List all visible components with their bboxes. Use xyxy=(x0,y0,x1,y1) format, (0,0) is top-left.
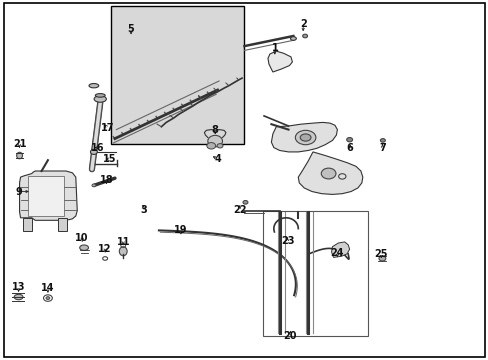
Text: 10: 10 xyxy=(75,233,89,243)
Ellipse shape xyxy=(119,247,127,256)
Text: 24: 24 xyxy=(330,248,344,258)
Ellipse shape xyxy=(300,134,310,141)
Ellipse shape xyxy=(89,84,99,88)
Ellipse shape xyxy=(243,201,247,204)
Text: 15: 15 xyxy=(103,154,117,164)
Ellipse shape xyxy=(94,96,106,102)
Text: 16: 16 xyxy=(91,143,104,153)
Ellipse shape xyxy=(14,294,23,300)
Polygon shape xyxy=(23,218,32,231)
Text: 18: 18 xyxy=(100,175,113,185)
Ellipse shape xyxy=(80,245,88,251)
Ellipse shape xyxy=(46,297,50,300)
Ellipse shape xyxy=(90,149,97,154)
Text: 7: 7 xyxy=(378,143,385,153)
Text: 8: 8 xyxy=(211,125,218,135)
Ellipse shape xyxy=(95,94,105,97)
Polygon shape xyxy=(20,171,77,220)
Polygon shape xyxy=(28,176,63,216)
Bar xyxy=(263,211,367,336)
Text: 23: 23 xyxy=(280,236,294,246)
Text: 14: 14 xyxy=(41,283,55,293)
Ellipse shape xyxy=(217,144,223,148)
Ellipse shape xyxy=(295,130,315,145)
Polygon shape xyxy=(298,152,362,194)
Text: 20: 20 xyxy=(283,330,297,341)
Polygon shape xyxy=(331,242,349,257)
Text: 11: 11 xyxy=(116,237,130,247)
Text: 2: 2 xyxy=(299,19,306,30)
Text: 4: 4 xyxy=(214,154,221,164)
Text: 9: 9 xyxy=(15,186,22,197)
Ellipse shape xyxy=(17,152,22,159)
Text: 17: 17 xyxy=(101,123,114,133)
Text: 6: 6 xyxy=(346,143,353,153)
Text: 21: 21 xyxy=(13,139,26,149)
Text: 25: 25 xyxy=(374,249,387,259)
Ellipse shape xyxy=(207,135,222,147)
Ellipse shape xyxy=(302,34,307,38)
Ellipse shape xyxy=(290,37,296,40)
Polygon shape xyxy=(267,51,292,72)
Text: 19: 19 xyxy=(174,225,187,235)
Ellipse shape xyxy=(206,143,215,149)
Text: 22: 22 xyxy=(232,204,246,215)
Ellipse shape xyxy=(92,184,96,187)
Ellipse shape xyxy=(321,168,335,179)
Ellipse shape xyxy=(346,138,352,142)
Text: 1: 1 xyxy=(271,42,278,53)
Text: 5: 5 xyxy=(127,24,134,34)
Text: 13: 13 xyxy=(12,282,25,292)
Polygon shape xyxy=(271,122,337,152)
Text: 12: 12 xyxy=(98,244,112,254)
Text: 3: 3 xyxy=(140,204,146,215)
Ellipse shape xyxy=(378,256,385,261)
Bar xyxy=(111,6,244,144)
Ellipse shape xyxy=(380,139,385,142)
Polygon shape xyxy=(58,218,67,231)
